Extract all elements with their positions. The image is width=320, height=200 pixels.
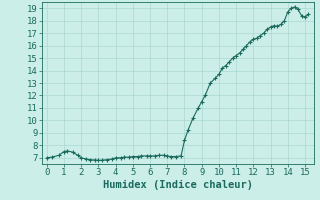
X-axis label: Humidex (Indice chaleur): Humidex (Indice chaleur) bbox=[103, 180, 252, 190]
